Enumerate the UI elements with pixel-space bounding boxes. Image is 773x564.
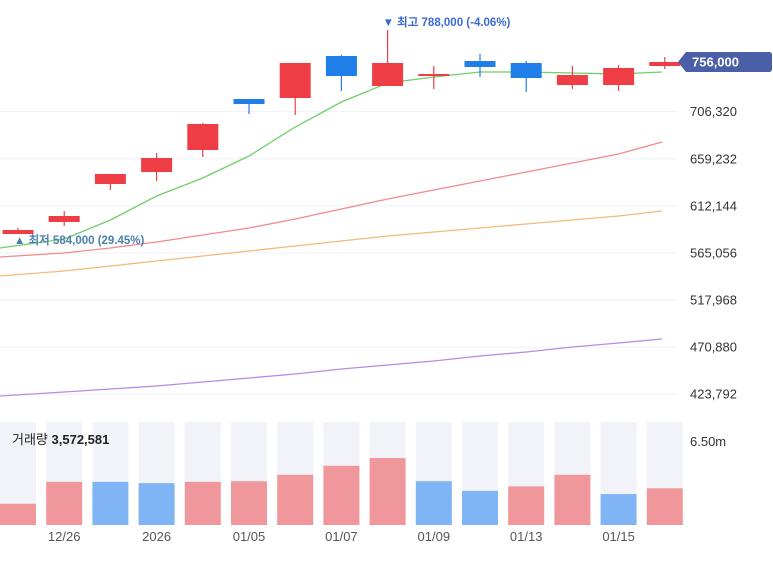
ma-line-ma20 — [0, 141, 663, 258]
volume-bar — [277, 474, 314, 525]
date-tick-label: 01/13 — [510, 529, 543, 544]
moving-average-lines — [0, 71, 663, 397]
candle-body — [141, 158, 173, 172]
current-price-label: 756,000 — [692, 55, 739, 70]
volume-bar — [369, 458, 406, 525]
volume-label-text: 거래량 — [12, 432, 48, 447]
current-price-badge: 756,000 — [678, 52, 772, 72]
volume-bar — [184, 481, 221, 525]
date-tick-label: 01/09 — [418, 529, 451, 544]
price-tick-label: 659,232 — [690, 151, 737, 166]
date-tick-label: 01/07 — [325, 529, 358, 544]
volume-bar — [646, 488, 683, 525]
date-axis: 12/26 2026 01/05 01/07 01/09 01/13 01/15 — [48, 529, 635, 544]
candle-body — [649, 62, 681, 66]
volume-value: 3,572,581 — [51, 432, 110, 447]
date-tick-label: 12/26 — [48, 529, 81, 544]
volume-bar — [92, 481, 129, 525]
date-tick-label: 01/05 — [233, 529, 266, 544]
date-tick-label: 2026 — [142, 529, 171, 544]
candle-body — [325, 56, 357, 76]
price-tick-label: 470,880 — [690, 340, 737, 355]
volume-bar — [323, 465, 360, 525]
volume-bar — [508, 486, 545, 525]
candle-body — [233, 99, 265, 104]
ma-line-ma120 — [0, 338, 663, 397]
price-gridlines — [0, 111, 677, 395]
price-tick-label: 423,792 — [690, 387, 737, 402]
candle-body — [464, 61, 496, 67]
candle-body — [556, 75, 588, 85]
candle-body — [510, 63, 542, 78]
high-price-annotation: ▼ 최고 788,000 (-4.06%) — [383, 15, 511, 29]
volume-bars — [0, 458, 683, 525]
candle-body — [2, 230, 34, 234]
ma-line-ma60 — [0, 210, 663, 277]
volume-bar — [231, 481, 267, 525]
price-axis: 706,320 659,232 612,144 565,056 517,968 470,8… — [690, 104, 737, 402]
candle-body — [603, 68, 635, 85]
candle-body — [48, 216, 80, 222]
price-tick-label: 706,320 — [690, 104, 737, 119]
candle-body — [279, 63, 311, 98]
high-low-annotations: ▼ 최고 788,000 (-4.06%) ▲ 최저 584,000 (29.4… — [14, 15, 511, 247]
volume-bar — [462, 490, 498, 525]
volume-bar — [138, 483, 175, 525]
ma-line-ma5 — [0, 71, 663, 249]
volume-bar — [554, 474, 591, 525]
low-price-annotation: ▲ 최저 584,000 (29.45%) — [14, 233, 145, 247]
volume-label: 거래량 3,572,581 — [12, 429, 109, 448]
candle-body — [94, 174, 126, 184]
volume-bar — [0, 503, 36, 525]
price-tick-label: 612,144 — [690, 198, 737, 213]
candlesticks — [2, 30, 681, 234]
volume-bar — [415, 481, 452, 525]
candle-body — [418, 74, 450, 76]
date-tick-label: 01/15 — [602, 529, 635, 544]
volume-bar — [600, 494, 637, 525]
candle-body — [372, 63, 404, 86]
candle-body — [187, 124, 219, 150]
price-tick-label: 517,968 — [690, 293, 737, 308]
volume-bar — [46, 481, 83, 525]
volume-axis-tick: 6.50m — [690, 434, 726, 449]
current-price-badge-shape — [678, 52, 772, 72]
price-tick-label: 565,056 — [690, 245, 737, 260]
